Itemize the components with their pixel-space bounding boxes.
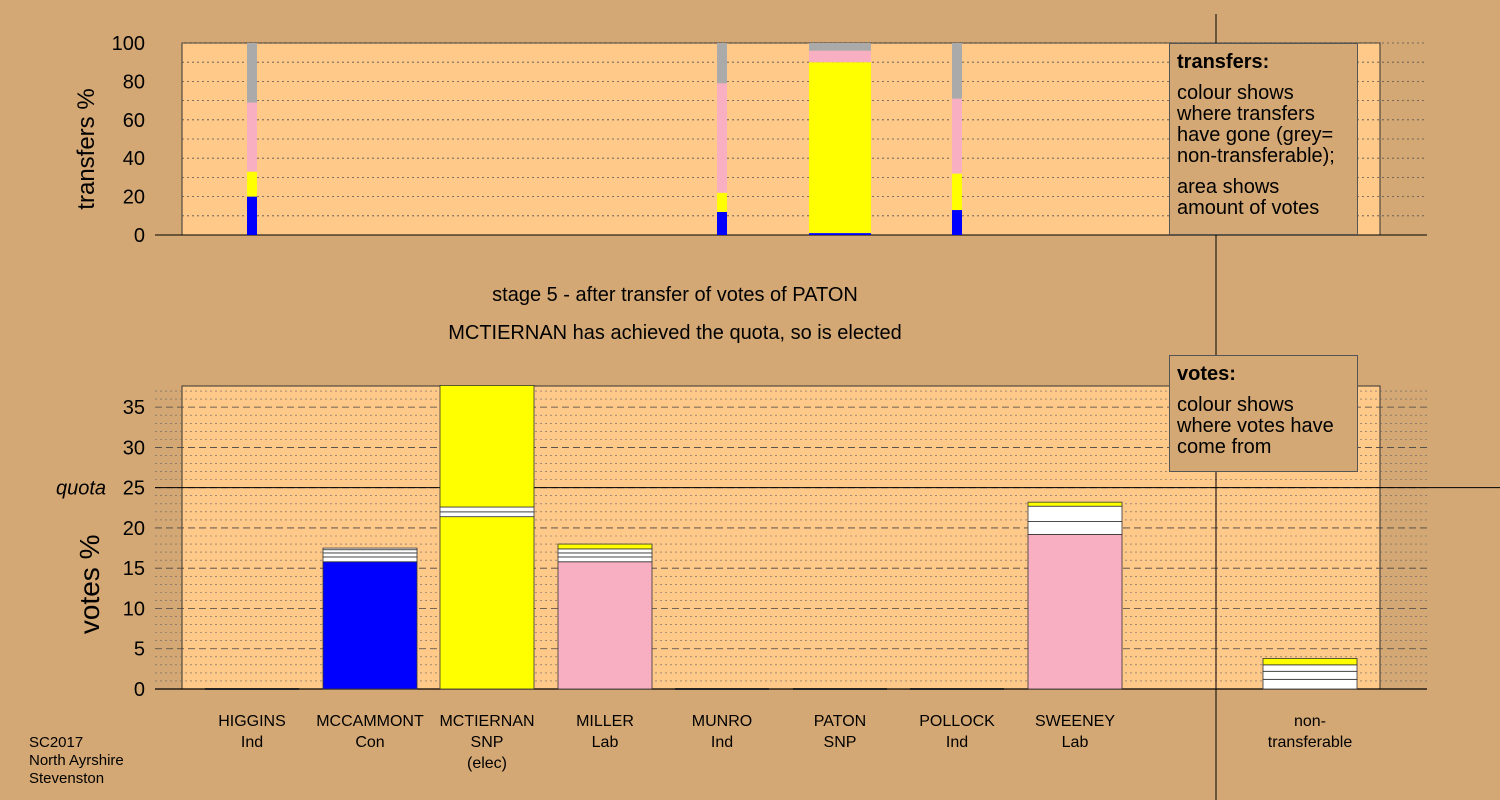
transfer-bar-segment bbox=[952, 98, 962, 174]
votes-legend-text: colour shows where votes have come from bbox=[1177, 394, 1334, 458]
transfer-bar-segment bbox=[717, 43, 727, 84]
candidate-label: (elec) bbox=[467, 755, 507, 772]
vote-bar-segment bbox=[1262, 664, 1358, 672]
candidate-label: MCTIERNAN bbox=[439, 713, 534, 730]
votes-tick-label: 10 bbox=[123, 598, 145, 620]
votes-legend-title: votes: bbox=[1177, 363, 1236, 385]
votes-axis-label: votes % bbox=[74, 535, 105, 635]
transfer-bar-segment bbox=[717, 83, 727, 193]
transfers-tick-label: 0 bbox=[134, 225, 145, 247]
transfers-tick-label: 80 bbox=[123, 71, 145, 93]
vote-bar-segment bbox=[1027, 533, 1123, 690]
votes-tick-label: 0 bbox=[134, 679, 145, 701]
vote-bar-segment bbox=[322, 561, 418, 690]
transfer-bar-segment bbox=[809, 233, 871, 235]
vote-bar-segment bbox=[439, 506, 535, 513]
vote-bar-segment bbox=[557, 548, 653, 554]
candidate-label: SWEENEY bbox=[1035, 713, 1115, 730]
quota-tick-label: 25 bbox=[123, 478, 145, 500]
votes-tick-label: 35 bbox=[123, 397, 145, 419]
vote-bar-segment bbox=[1027, 505, 1123, 522]
candidate-label: MUNRO bbox=[692, 713, 752, 730]
transfers-legend-box: transfers: colour shows where transfers … bbox=[1169, 43, 1358, 235]
vote-bar-segment bbox=[1027, 521, 1123, 535]
vote-bar-segment bbox=[322, 549, 418, 554]
candidate-label: POLLOCK bbox=[919, 713, 995, 730]
transfer-bar-segment bbox=[809, 43, 871, 51]
candidate-label: Lab bbox=[1062, 734, 1089, 751]
transfer-bar-segment bbox=[952, 173, 962, 211]
transfers-legend-area-text: area shows amount of votes bbox=[1177, 176, 1320, 219]
quota-label: quota bbox=[56, 478, 106, 500]
votes-tick-label: 20 bbox=[123, 518, 145, 540]
votes-legend-box: votes: colour shows where votes have com… bbox=[1169, 355, 1358, 472]
vote-bar-segment bbox=[1262, 678, 1358, 690]
vote-bar-segment bbox=[439, 385, 535, 508]
candidate-label: SNP bbox=[824, 734, 857, 751]
transfers-tick-label: 20 bbox=[123, 187, 145, 209]
candidate-label: MCCAMMONT bbox=[316, 713, 424, 730]
votes-tick-label: 15 bbox=[123, 558, 145, 580]
transfer-bar-segment bbox=[809, 50, 871, 63]
vote-bar-segment bbox=[557, 552, 653, 558]
vote-bar-segment bbox=[439, 516, 535, 690]
vote-bar-segment bbox=[557, 561, 653, 690]
transfer-bar-segment bbox=[809, 62, 871, 234]
vote-bar-segment bbox=[322, 556, 418, 563]
non-transferable-label: non- bbox=[1294, 713, 1326, 730]
non-transferable-label: transferable bbox=[1268, 734, 1353, 751]
transfers-tick-label: 40 bbox=[123, 148, 145, 170]
candidate-label: MILLER bbox=[576, 713, 634, 730]
transfers-tick-label: 60 bbox=[123, 110, 145, 132]
footer-council: North Ayrshire bbox=[29, 752, 124, 769]
candidate-label: PATON bbox=[814, 713, 866, 730]
candidate-label: Ind bbox=[241, 734, 263, 751]
transfer-bar-segment bbox=[952, 210, 962, 235]
stage-note: MCTIERNAN has achieved the quota, so is … bbox=[448, 322, 902, 344]
footer-election: SC2017 bbox=[29, 734, 84, 751]
transfer-bar-segment bbox=[717, 192, 727, 212]
candidate-label: Lab bbox=[592, 734, 619, 751]
transfer-bar-segment bbox=[717, 211, 727, 235]
candidate-label: SNP bbox=[471, 734, 504, 751]
candidate-label: Ind bbox=[711, 734, 733, 751]
transfers-tick-label: 100 bbox=[112, 33, 145, 55]
transfers-axis-label: transfers % bbox=[73, 88, 100, 209]
transfer-bar-segment bbox=[247, 171, 257, 197]
vote-bar-segment bbox=[1262, 670, 1358, 680]
votes-tick-label: 30 bbox=[123, 437, 145, 459]
footer-source: SC2017 North Ayrshire Stevenston bbox=[29, 734, 124, 788]
transfer-bar-segment bbox=[247, 196, 257, 235]
stage-title: stage 5 - after transfer of votes of PAT… bbox=[492, 284, 858, 306]
vote-bar-segment bbox=[322, 552, 418, 558]
candidate-label: Ind bbox=[946, 734, 968, 751]
footer-ward: Stevenston bbox=[29, 770, 105, 787]
transfer-bar-segment bbox=[247, 43, 257, 103]
transfer-bar-segment bbox=[952, 43, 962, 99]
candidate-label: HIGGINS bbox=[218, 713, 286, 730]
transfers-legend-text: colour shows where transfers have gone (… bbox=[1177, 82, 1335, 167]
votes-tick-label: 5 bbox=[134, 639, 145, 661]
candidate-label: Con bbox=[355, 734, 384, 751]
vote-bar-segment bbox=[557, 556, 653, 563]
vote-bar-segment bbox=[322, 547, 418, 551]
vote-bar-segment bbox=[557, 543, 653, 550]
vote-bar-segment bbox=[1027, 501, 1123, 507]
vote-bar-segment bbox=[439, 511, 535, 518]
transfer-bar-segment bbox=[247, 102, 257, 172]
transfers-legend-title: transfers: bbox=[1177, 51, 1270, 73]
vote-bar-segment bbox=[1262, 658, 1358, 666]
